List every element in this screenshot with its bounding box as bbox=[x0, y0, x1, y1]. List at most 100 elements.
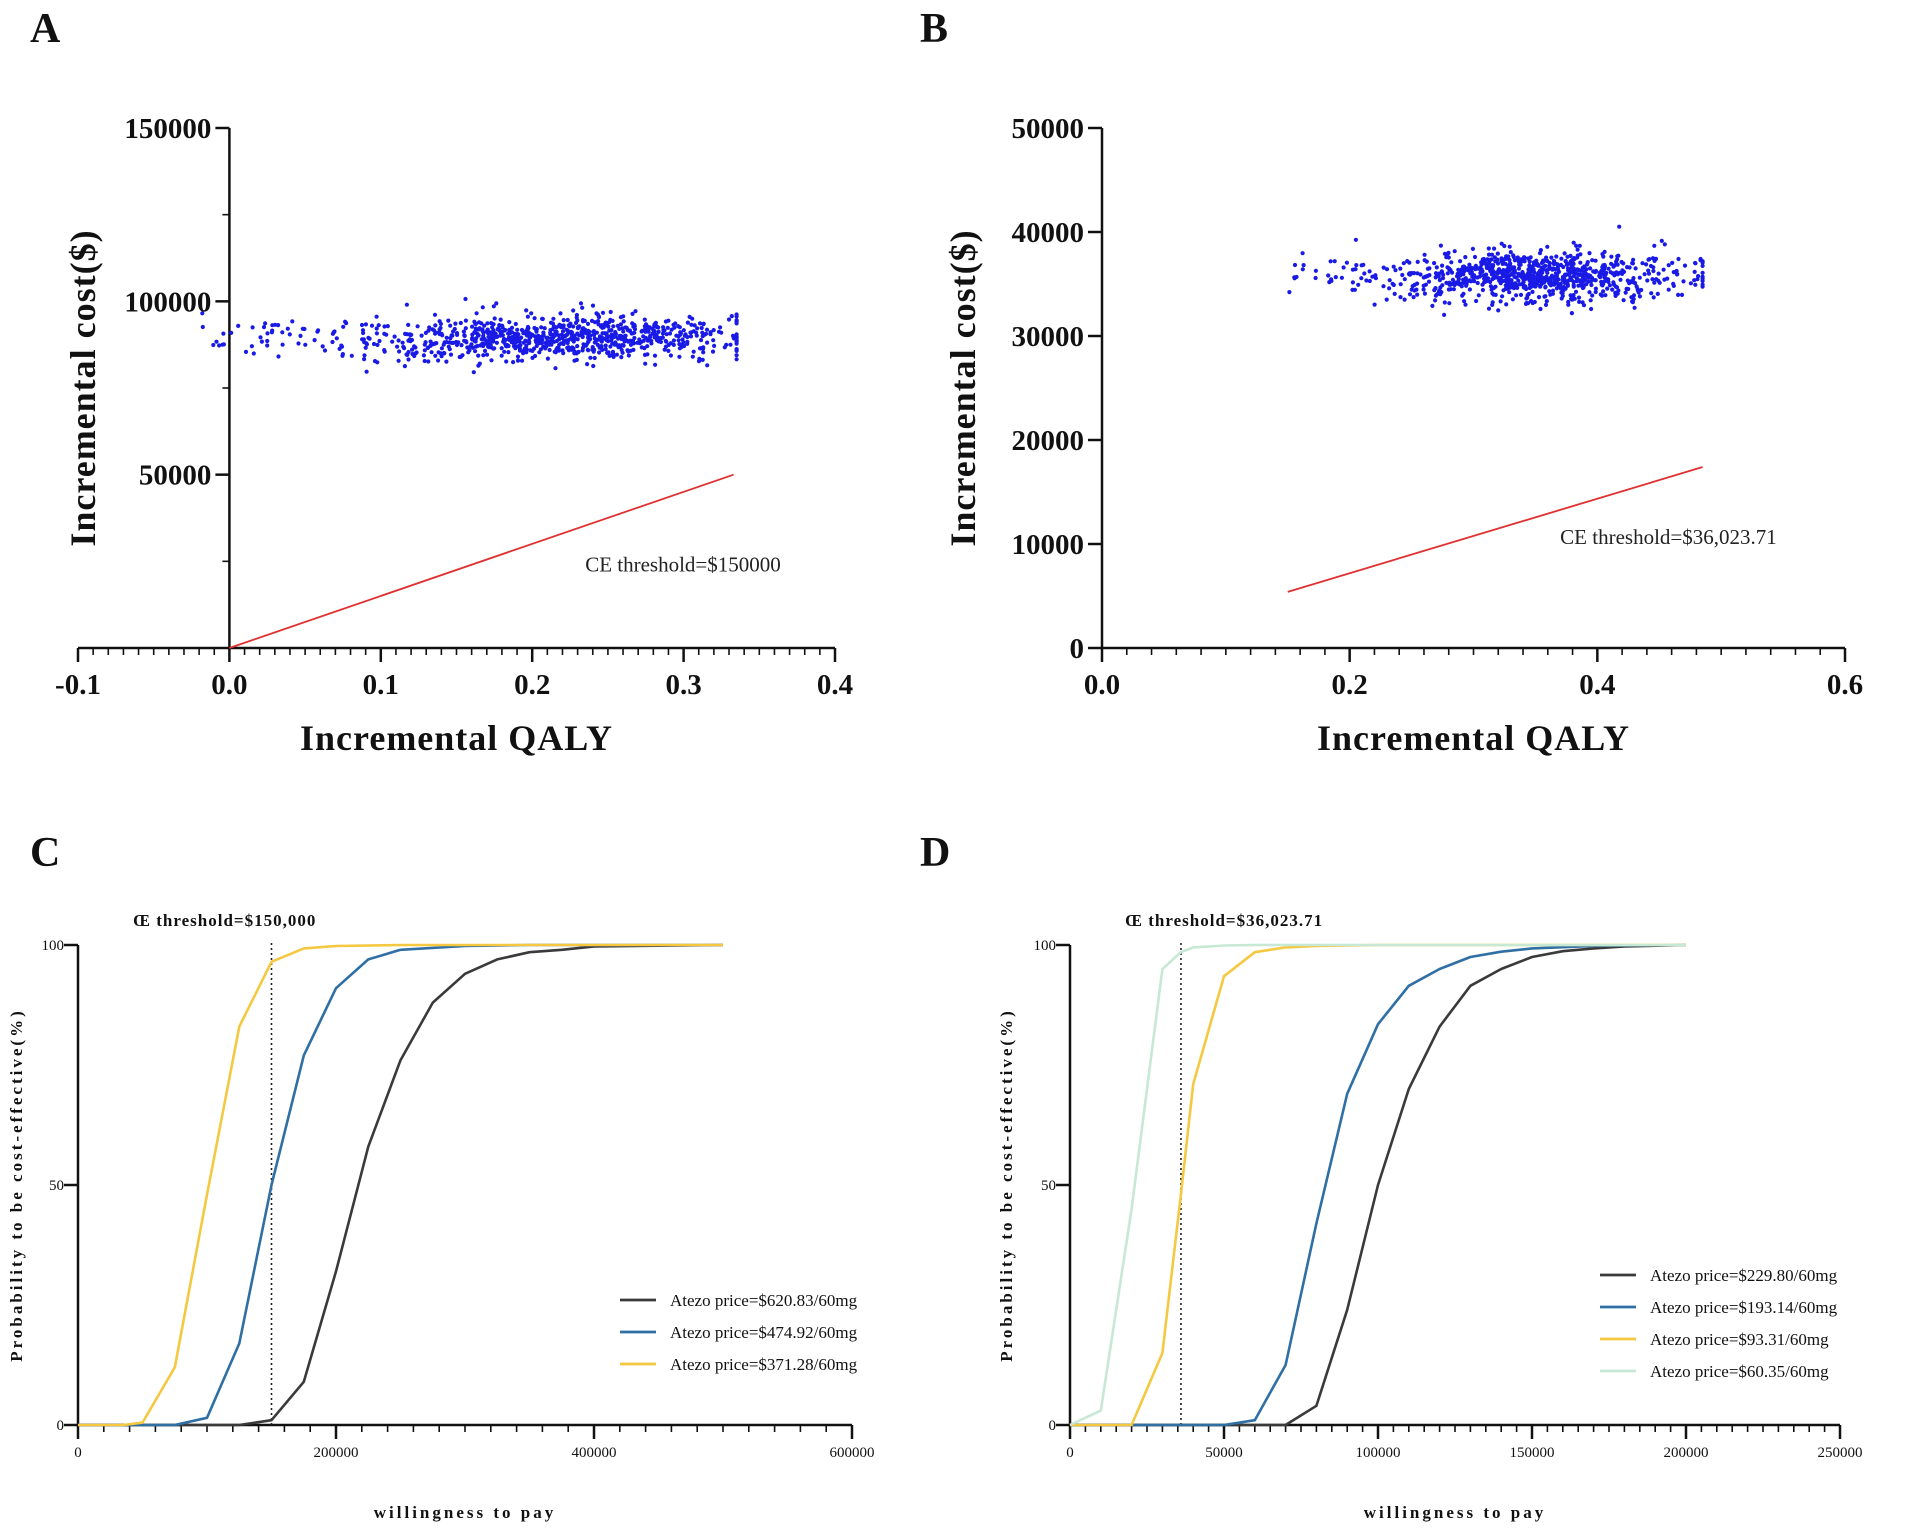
scatter-point bbox=[444, 359, 449, 364]
scatter-point bbox=[375, 342, 380, 347]
scatter-point bbox=[665, 325, 670, 330]
scatter-point bbox=[480, 329, 485, 334]
scatter-point bbox=[642, 317, 647, 322]
scatter-point bbox=[422, 348, 427, 353]
scatter-point bbox=[1511, 285, 1516, 291]
scatter-point bbox=[583, 343, 589, 348]
scatter-point bbox=[1605, 286, 1610, 291]
scatter-point bbox=[485, 331, 491, 336]
scatter-point bbox=[498, 333, 503, 338]
scatter-point bbox=[1653, 256, 1659, 261]
scatter-point bbox=[580, 305, 585, 310]
scatter-point bbox=[1550, 267, 1555, 272]
y-tick-label: 0 bbox=[1049, 1418, 1057, 1434]
scatter-point bbox=[454, 342, 460, 348]
scatter-point bbox=[1432, 261, 1437, 266]
scatter-point bbox=[711, 328, 716, 333]
scatter-point bbox=[568, 321, 573, 326]
scatter-point bbox=[396, 358, 401, 363]
scatter-point bbox=[296, 341, 301, 346]
scatter-point bbox=[1508, 285, 1513, 290]
scatter-point bbox=[595, 342, 600, 347]
scatter-point bbox=[426, 359, 431, 364]
scatter-point bbox=[1565, 283, 1570, 288]
scatter-point bbox=[591, 329, 597, 334]
scatter-point bbox=[1415, 259, 1420, 264]
scatter-point bbox=[1564, 262, 1569, 267]
y-tick-label: 20000 bbox=[1012, 425, 1085, 457]
scatter-point bbox=[1384, 297, 1389, 302]
threshold-annotation: CE threshold=$36,023.71 bbox=[1560, 525, 1777, 549]
scatter-point bbox=[432, 341, 438, 346]
scatter-point bbox=[1437, 288, 1442, 293]
scatter-point bbox=[1480, 287, 1485, 293]
panel-label: B bbox=[920, 6, 948, 52]
scatter-point bbox=[1400, 272, 1405, 278]
scatter-point bbox=[410, 351, 415, 357]
scatter-point bbox=[1341, 265, 1346, 270]
scatter-point bbox=[280, 342, 285, 347]
scatter-point bbox=[1329, 277, 1334, 282]
scatter-point bbox=[419, 333, 424, 338]
scatter-point bbox=[298, 333, 303, 338]
scatter-point bbox=[217, 343, 222, 348]
scatter-point bbox=[1554, 254, 1559, 259]
scatter-point bbox=[561, 351, 566, 356]
scatter-point bbox=[413, 345, 418, 350]
scatter-point bbox=[461, 329, 466, 334]
scatter-point bbox=[1502, 243, 1507, 249]
scatter-point bbox=[360, 337, 365, 342]
scatter-point bbox=[1407, 271, 1412, 276]
scatter-point bbox=[1421, 283, 1426, 288]
scatter-point bbox=[1387, 278, 1392, 283]
scatter-point bbox=[1511, 268, 1516, 273]
x-tick-label: 0 bbox=[1066, 1445, 1074, 1461]
scatter-point bbox=[1696, 274, 1701, 279]
scatter-point bbox=[448, 336, 453, 341]
scatter-point bbox=[678, 331, 684, 336]
scatter-point bbox=[545, 356, 551, 361]
scatter-point bbox=[371, 341, 377, 347]
scatter-point bbox=[1528, 255, 1533, 260]
scatter-point bbox=[705, 363, 710, 368]
scatter-point bbox=[1494, 275, 1499, 280]
scatter-point bbox=[1580, 300, 1585, 305]
scatter-point bbox=[258, 335, 263, 340]
scatter-point bbox=[712, 343, 717, 348]
scatter-point bbox=[1575, 247, 1580, 252]
scatter-point bbox=[211, 342, 216, 348]
scatter-point bbox=[1679, 292, 1685, 297]
y-tick-label: 10000 bbox=[1012, 529, 1085, 561]
scatter-point bbox=[676, 338, 681, 343]
scatter-point bbox=[660, 335, 665, 340]
scatter-point bbox=[1550, 288, 1556, 293]
scatter-point bbox=[273, 322, 278, 327]
scatter-point bbox=[469, 342, 474, 347]
scatter-point bbox=[1571, 240, 1576, 245]
scatter-point bbox=[410, 347, 415, 352]
scatter-point bbox=[547, 347, 552, 353]
scatter-point bbox=[1425, 266, 1430, 271]
threshold-line bbox=[1287, 466, 1703, 593]
scatter-point bbox=[425, 345, 430, 350]
scatter-point bbox=[656, 325, 661, 330]
scatter-point bbox=[1566, 299, 1571, 305]
x-tick-label: 0.1 bbox=[363, 669, 399, 701]
scatter-point bbox=[489, 358, 494, 363]
scatter-point bbox=[1430, 303, 1435, 308]
scatter-point bbox=[1642, 272, 1647, 277]
scatter-point bbox=[591, 349, 596, 354]
scatter-point bbox=[1444, 280, 1449, 285]
scatter-point bbox=[1461, 278, 1466, 283]
scatter-point bbox=[549, 336, 554, 341]
scatter-point bbox=[540, 316, 545, 321]
series-line-2 bbox=[78, 943, 723, 1427]
scatter-point bbox=[1571, 279, 1576, 284]
scatter-point bbox=[1434, 265, 1439, 270]
scatter-point bbox=[1692, 269, 1697, 274]
scatter-point bbox=[575, 325, 581, 330]
scatter-point bbox=[1492, 255, 1497, 260]
scatter-point bbox=[620, 350, 625, 355]
scatter-point bbox=[554, 338, 560, 344]
scatter-point bbox=[1503, 256, 1509, 261]
